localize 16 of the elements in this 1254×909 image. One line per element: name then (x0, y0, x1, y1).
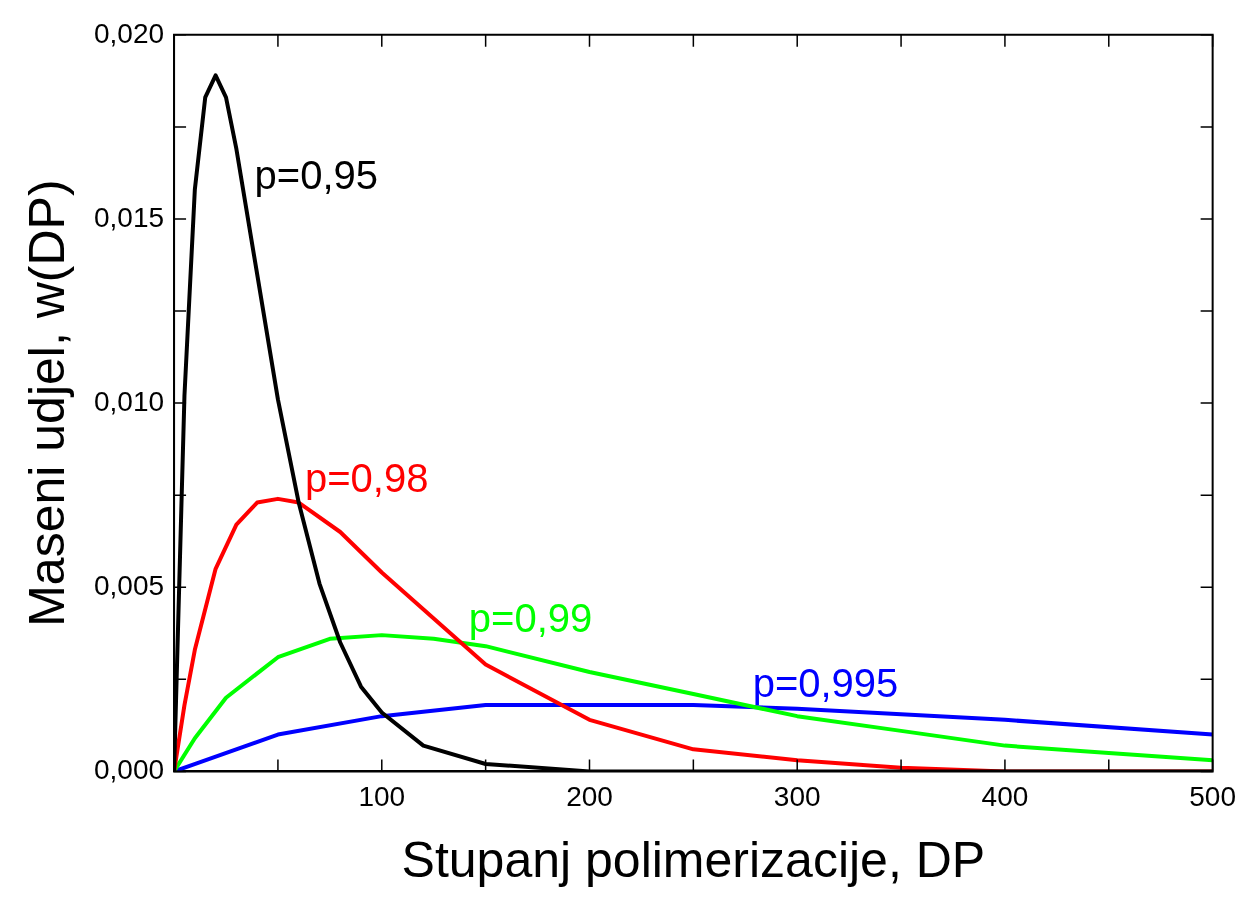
y-tick-label: 0,015 (93, 201, 165, 233)
series-label: p=0,995 (752, 660, 899, 705)
y-tick-label: 0,010 (93, 385, 165, 417)
y-tick-label: 0,000 (93, 754, 165, 786)
y-tick-label: 0,005 (93, 569, 165, 601)
series-label: p=0,98 (304, 455, 429, 500)
y-tick-label: 0,020 (93, 17, 165, 49)
series-label: p=0,99 (468, 596, 593, 641)
series-label: p=0,95 (254, 152, 379, 197)
x-tick-label: 200 (566, 780, 613, 812)
x-tick-label: 400 (981, 780, 1029, 812)
x-tick-label: 100 (358, 780, 406, 812)
y-axis-title: Maseni udjel, w(DP) (18, 179, 75, 627)
x-tick-label: 500 (1189, 780, 1236, 812)
x-axis-title: Stupanj polimerizacije, DP (401, 831, 986, 888)
x-tick-label: 300 (773, 780, 821, 812)
